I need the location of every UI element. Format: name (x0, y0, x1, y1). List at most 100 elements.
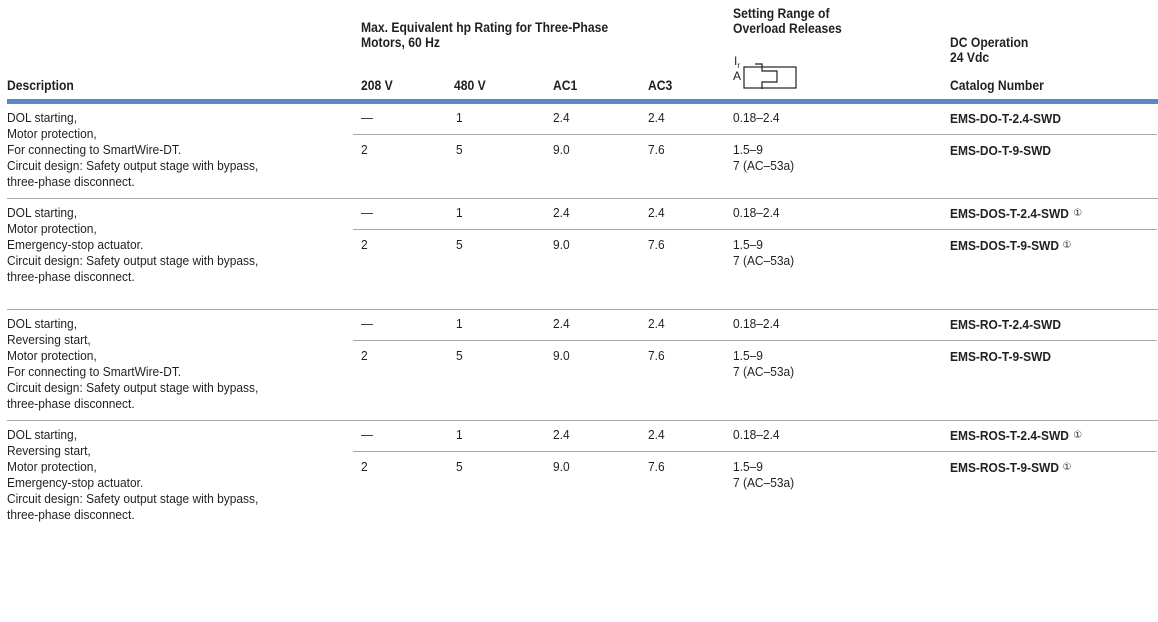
footnote-marker: ① (1062, 240, 1072, 251)
cell-ac1: 2.4 (553, 205, 570, 220)
cell-v480: 5 (456, 348, 463, 363)
description-line: Emergency-stop actuator. (7, 475, 144, 490)
header-description: Description (7, 78, 74, 93)
cell-setting-range: 7 (AC–53a) (733, 475, 795, 490)
cell-ac3: 2.4 (648, 110, 665, 125)
header-dc-line1: DC Operation (950, 35, 1029, 50)
description-line: Circuit design: Safety output stage with… (7, 253, 259, 268)
header-dc-line3: Catalog Number (950, 78, 1044, 93)
catalog-number: EMS-RO-T-2.4-SWD (950, 317, 1061, 332)
catalog-number-cell: EMS-DO-T-9-SWD (950, 142, 1060, 160)
description-line: three-phase disconnect. (7, 174, 135, 189)
description-line: For connecting to SmartWire-DT. (7, 364, 182, 379)
cell-v208: 2 (361, 237, 368, 252)
header-max-hp-line1: Max. Equivalent hp Rating for Three-Phas… (361, 20, 609, 35)
cell-setting-range: 0.18–2.4 (733, 205, 780, 220)
cell-ac3: 2.4 (648, 205, 665, 220)
cell-v208: — (361, 110, 373, 125)
header-setting-line2: Overload Releases (733, 21, 842, 36)
cell-ac1: 2.4 (553, 110, 570, 125)
header-ac1: AC1 (553, 78, 578, 93)
cell-ac1: 9.0 (553, 237, 570, 252)
group-separator (7, 309, 1158, 310)
catalog-number-cell: EMS-DO-T-2.4-SWD (950, 110, 1071, 128)
cell-ac1: 9.0 (553, 459, 570, 474)
description-line: Circuit design: Safety output stage with… (7, 380, 259, 395)
cell-ac1: 9.0 (553, 142, 570, 157)
cell-v480: 1 (456, 427, 463, 442)
cell-ac3: 7.6 (648, 459, 665, 474)
description-line: Motor protection, (7, 459, 97, 474)
cell-setting-range: 7 (AC–53a) (733, 158, 795, 173)
cell-v208: 2 (361, 348, 368, 363)
description-line: DOL starting, (7, 427, 78, 442)
catalog-number: EMS-DOS-T-9-SWD (950, 238, 1059, 253)
catalog-number-cell: EMS-DOS-T-9-SWD ① (950, 237, 1071, 255)
description-line: Motor protection, (7, 348, 97, 363)
thermal-relay-icon (743, 63, 797, 89)
description-line: Emergency-stop actuator. (7, 237, 144, 252)
header-208v: 208 V (361, 78, 393, 93)
catalog-number: EMS-DO-T-9-SWD (950, 143, 1051, 158)
cell-v480: 5 (456, 459, 463, 474)
catalog-number-cell: EMS-ROS-T-2.4-SWD ① (950, 427, 1082, 445)
row-separator (353, 134, 1157, 135)
catalog-number: EMS-RO-T-9-SWD (950, 349, 1051, 364)
row-separator (353, 340, 1157, 341)
cell-ac1: 2.4 (553, 427, 570, 442)
cell-v480: 1 (456, 316, 463, 331)
catalog-number: EMS-DO-T-2.4-SWD (950, 111, 1061, 126)
cell-ac3: 2.4 (648, 427, 665, 442)
footnote-marker: ① (1073, 430, 1083, 441)
description-line: three-phase disconnect. (7, 507, 135, 522)
header-max-hp-line2: Motors, 60 Hz (361, 35, 440, 50)
description-line: Reversing start, (7, 443, 91, 458)
catalog-number-cell: EMS-RO-T-2.4-SWD (950, 316, 1071, 334)
group-separator (7, 198, 1158, 199)
cell-v208: 2 (361, 142, 368, 157)
cell-v208: — (361, 427, 373, 442)
cell-v208: 2 (361, 459, 368, 474)
cell-setting-range: 7 (AC–53a) (733, 253, 795, 268)
cell-ac3: 7.6 (648, 237, 665, 252)
cell-setting-range: 1.5–9 (733, 348, 763, 363)
description-line: Motor protection, (7, 221, 97, 236)
description-line: Circuit design: Safety output stage with… (7, 158, 259, 173)
description-line: DOL starting, (7, 316, 78, 331)
header-480v: 480 V (454, 78, 486, 93)
header-setting-line1: Setting Range of (733, 6, 830, 21)
cell-ac3: 7.6 (648, 142, 665, 157)
footnote-marker: ① (1062, 462, 1072, 473)
description-line: Circuit design: Safety output stage with… (7, 491, 259, 506)
description-line: DOL starting, (7, 205, 78, 220)
catalog-number: EMS-DOS-T-2.4-SWD (950, 206, 1069, 221)
catalog-number-cell: EMS-DOS-T-2.4-SWD ① (950, 205, 1082, 223)
cell-v208: — (361, 205, 373, 220)
description-line: three-phase disconnect. (7, 269, 135, 284)
symbol-a-label: A (733, 69, 742, 83)
cell-setting-range: 1.5–9 (733, 237, 763, 252)
overload-release-symbol-icon: Ir A (733, 54, 813, 90)
group-separator (7, 420, 1158, 421)
cell-ac3: 2.4 (648, 316, 665, 331)
row-separator (353, 451, 1157, 452)
description-line: three-phase disconnect. (7, 396, 135, 411)
catalog-number: EMS-ROS-T-9-SWD (950, 460, 1059, 475)
cell-ac3: 7.6 (648, 348, 665, 363)
cell-ac1: 2.4 (553, 316, 570, 331)
description-line: DOL starting, (7, 110, 78, 125)
symbol-ir-label: Ir (734, 54, 741, 71)
description-line: Motor protection, (7, 126, 97, 141)
header-ac3: AC3 (648, 78, 673, 93)
description-line: For connecting to SmartWire-DT. (7, 142, 182, 157)
cell-setting-range: 0.18–2.4 (733, 110, 780, 125)
cell-setting-range: 0.18–2.4 (733, 427, 780, 442)
cell-ac1: 9.0 (553, 348, 570, 363)
header-rule (7, 99, 1158, 104)
cell-setting-range: 1.5–9 (733, 459, 763, 474)
cell-v480: 5 (456, 237, 463, 252)
header-dc-line2: 24 Vdc (950, 50, 990, 65)
cell-v480: 1 (456, 110, 463, 125)
catalog-number-cell: EMS-RO-T-9-SWD (950, 348, 1060, 366)
